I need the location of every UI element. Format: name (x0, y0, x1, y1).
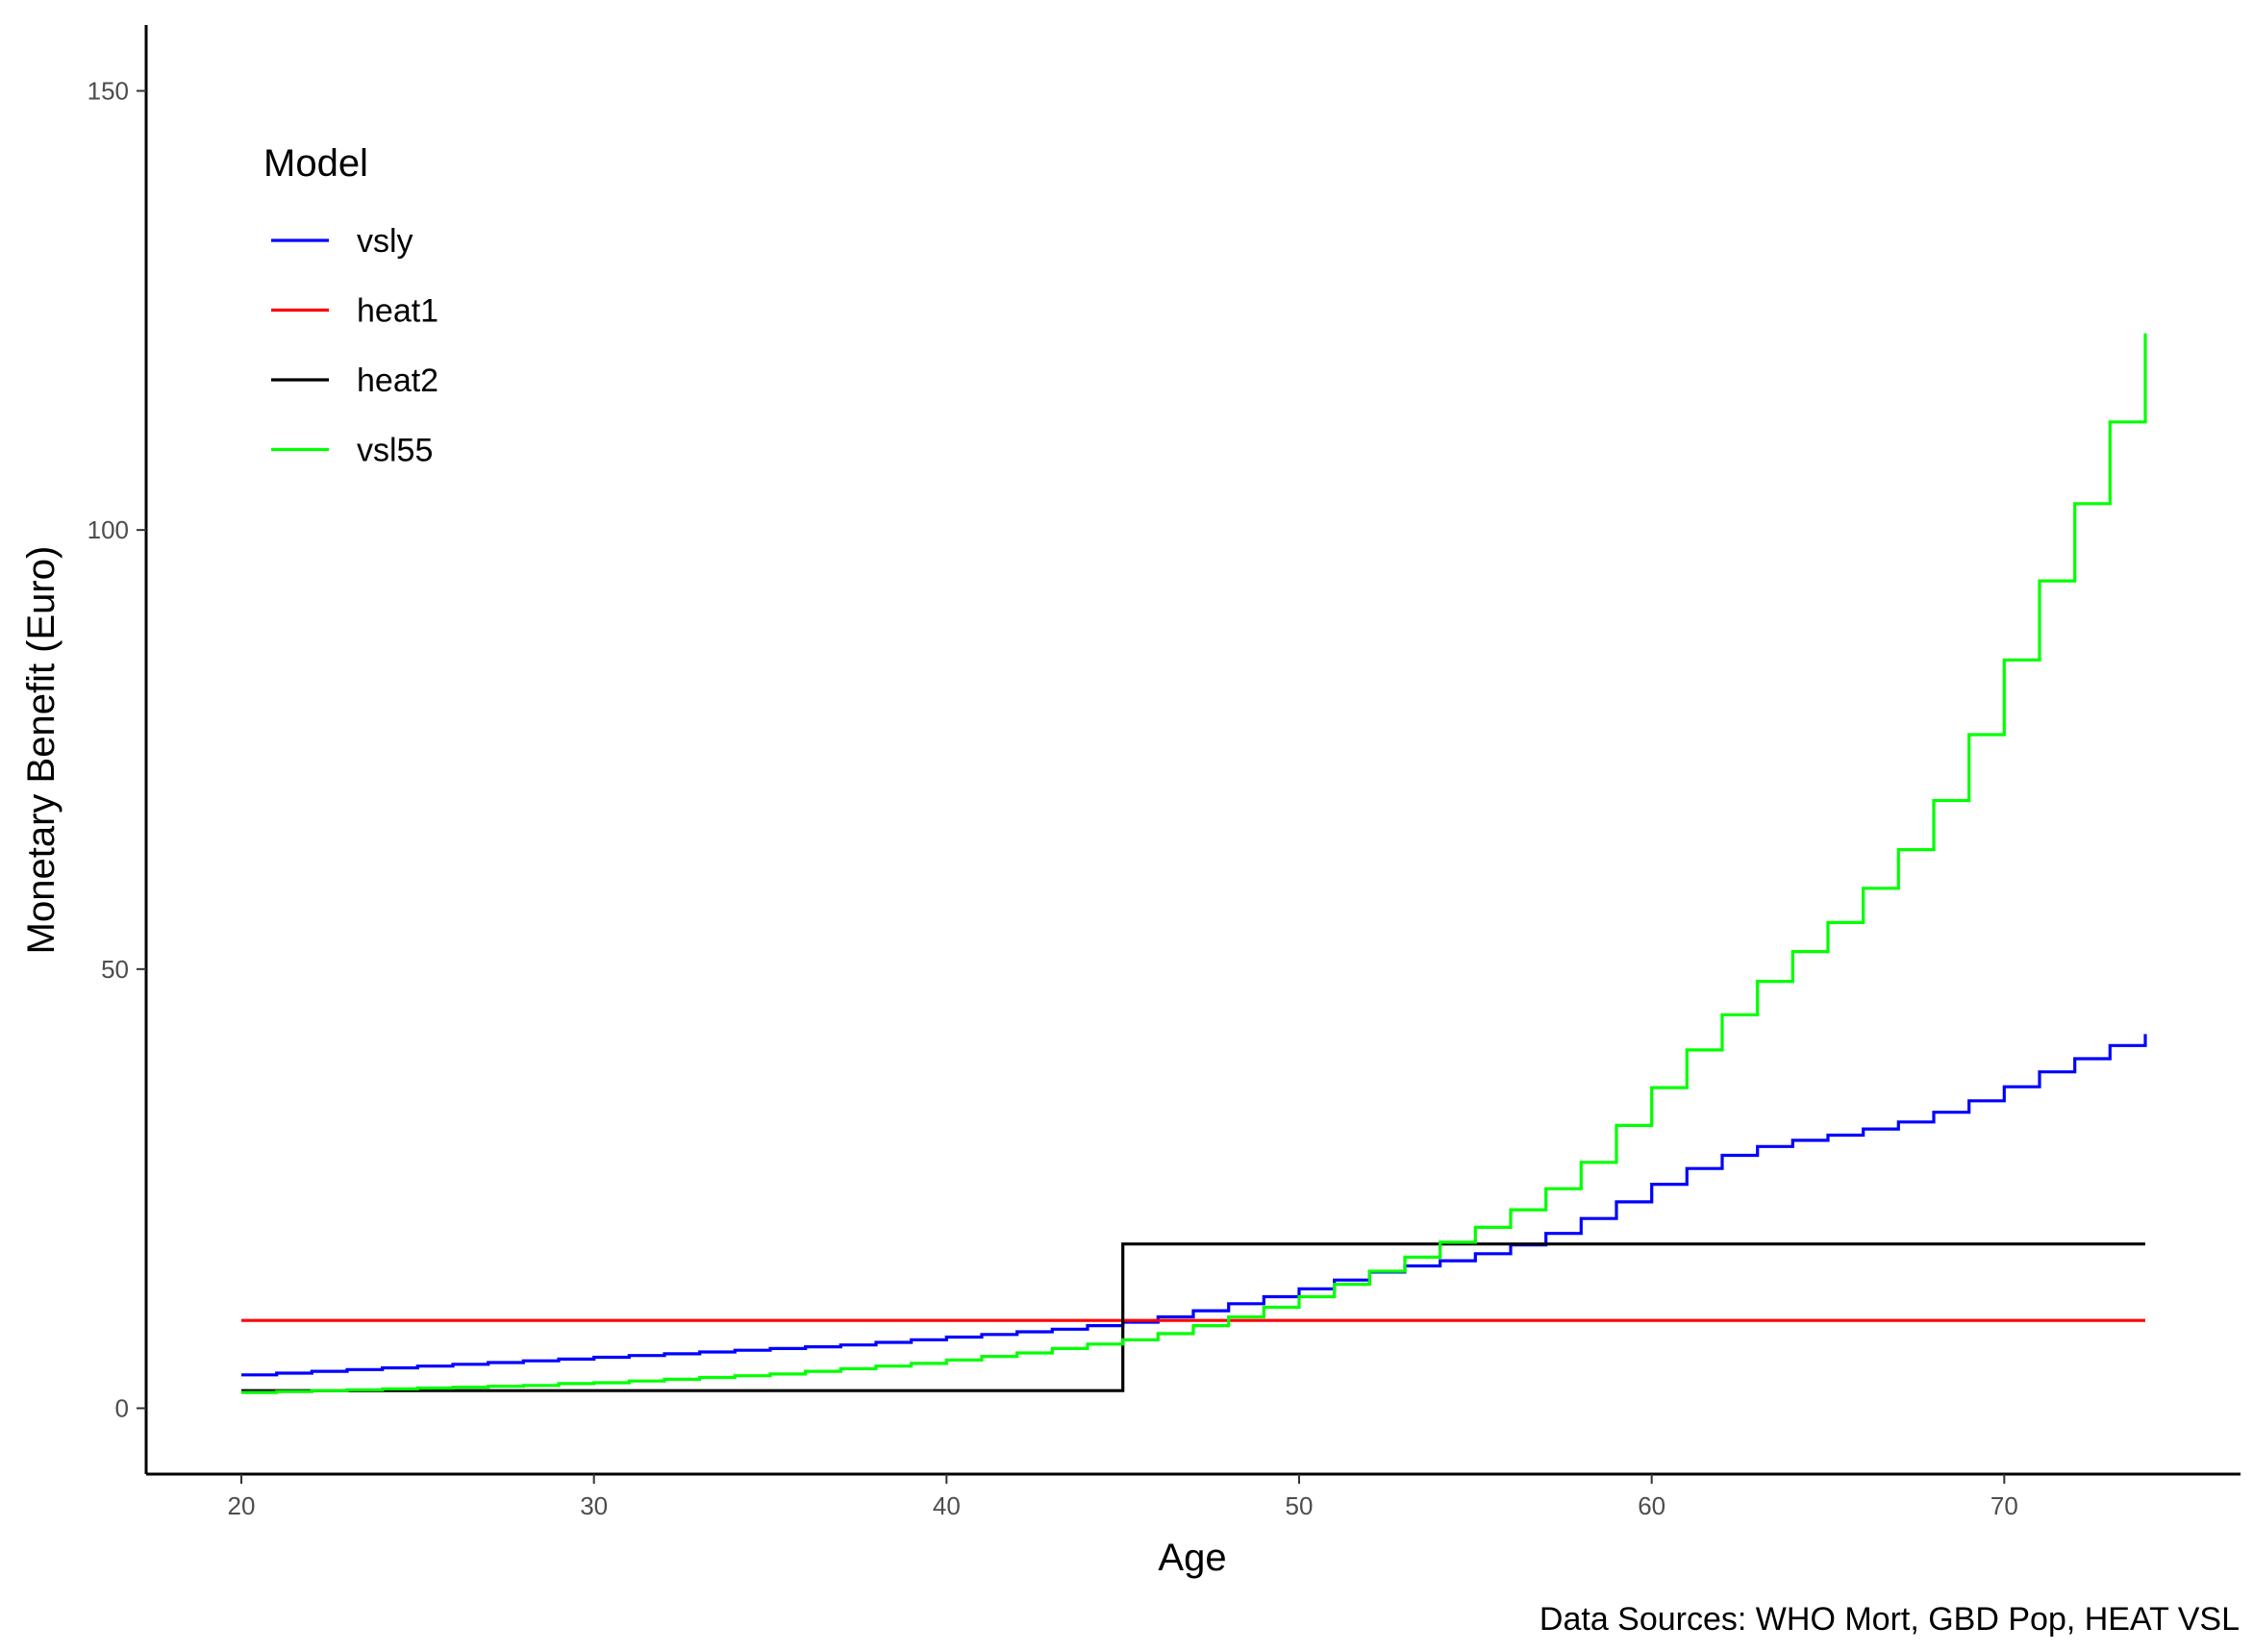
y-tick-label: 100 (88, 515, 129, 544)
series-line-vsl55 (241, 333, 2147, 1394)
y-axis-title: Monetary Benefit (Euro) (20, 546, 63, 955)
legend-label-vsl55: vsl55 (357, 433, 433, 469)
legend-title: Model (263, 142, 368, 185)
legend-label-vsly: vsly (357, 223, 413, 260)
y-tick-label: 0 (115, 1394, 129, 1423)
legend-label-heat2: heat2 (357, 363, 438, 399)
axes: 20 30 40 50 60 70 0 50 100 150 (88, 25, 2240, 1520)
x-axis-title: Age (1158, 1537, 1226, 1579)
legend: Model vsly heat1 heat2 vsl55 (263, 142, 438, 469)
chart-caption: Data Sources: WHO Mort, GBD Pop, HEAT VS… (1540, 1601, 2240, 1638)
series-lines (241, 333, 2147, 1394)
x-tick-label: 40 (933, 1491, 961, 1520)
series-line-vsly (241, 1034, 2147, 1377)
y-tick-label: 150 (88, 77, 129, 106)
y-tick-label: 50 (101, 955, 129, 984)
x-tick-label: 50 (1286, 1491, 1314, 1520)
legend-label-heat1: heat1 (357, 293, 438, 330)
x-tick-label: 30 (580, 1491, 608, 1520)
x-tick-label: 60 (1638, 1491, 1665, 1520)
x-tick-label: 20 (228, 1491, 256, 1520)
series-line-heat2 (241, 1242, 2145, 1392)
x-tick-label: 70 (1990, 1491, 2018, 1520)
